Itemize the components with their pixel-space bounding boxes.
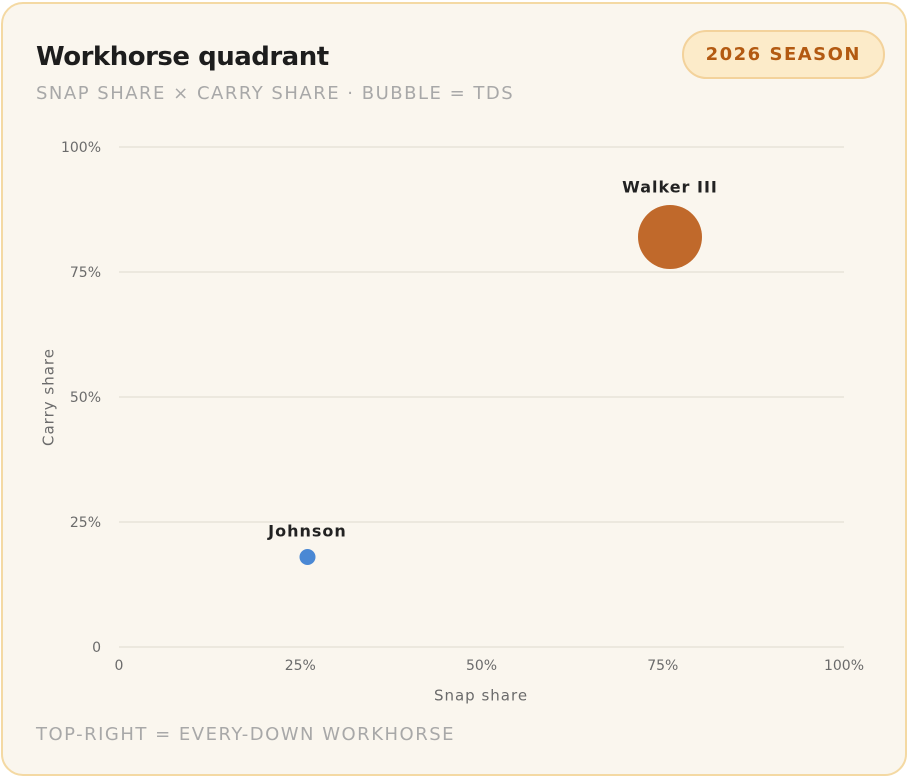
x-tick-label: 25% xyxy=(285,658,316,674)
y-tick-label: 25% xyxy=(70,515,101,531)
bubble-label: Walker III xyxy=(622,178,718,197)
chart-subtitle: SNAP SHARE × CARRY SHARE · BUBBLE = TDS xyxy=(36,83,515,104)
y-tick-label: 75% xyxy=(70,265,101,281)
y-tick-label: 100% xyxy=(61,140,101,156)
y-tick-label: 0 xyxy=(92,640,101,656)
chart-title: Workhorse quadrant xyxy=(36,42,329,72)
y-axis-label: Carry share xyxy=(40,348,58,446)
footnote: TOP-RIGHT = EVERY-DOWN WORKHORSE xyxy=(36,724,456,745)
bubble xyxy=(299,549,316,565)
x-axis-label: Snap share xyxy=(434,687,528,705)
x-tick-label: 50% xyxy=(466,658,497,674)
y-tick-label: 50% xyxy=(70,390,101,406)
bubble xyxy=(638,205,702,269)
x-tick-label: 75% xyxy=(647,658,678,674)
bubble-label: Johnson xyxy=(267,522,347,541)
x-tick-label: 0 xyxy=(115,658,124,674)
x-tick-label: 100% xyxy=(824,658,864,674)
season-badge: 2026 SEASON xyxy=(681,30,885,79)
